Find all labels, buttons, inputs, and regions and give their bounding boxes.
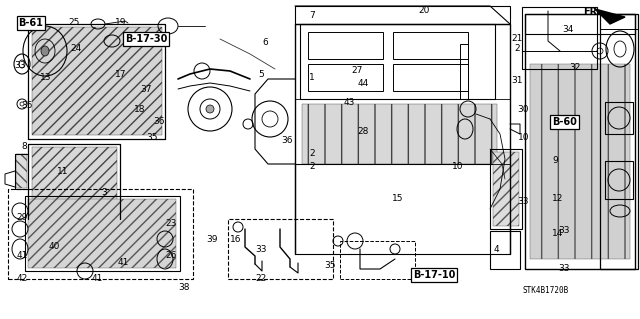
Text: 11: 11 [57, 167, 68, 176]
Bar [600, 14, 638, 29]
Text: 31: 31 [511, 76, 523, 85]
Text: 2: 2 [310, 149, 315, 158]
Bar [490, 231, 520, 269]
Text: 36: 36 [281, 137, 292, 145]
Bar [28, 199, 176, 268]
Text: B-17-30: B-17-30 [125, 34, 167, 44]
Text: 33: 33 [255, 245, 267, 254]
Text: 37: 37 [140, 85, 152, 94]
Text: 10: 10 [452, 162, 463, 171]
Ellipse shape [41, 46, 49, 56]
Text: 24: 24 [70, 44, 81, 53]
Bar [8, 189, 193, 279]
Text: STK4B1720B: STK4B1720B [522, 286, 568, 295]
Bar [525, 14, 635, 269]
Polygon shape [595, 9, 625, 24]
Text: 33: 33 [559, 226, 570, 235]
Bar [16, 154, 27, 188]
Text: 5: 5 [259, 70, 264, 78]
Text: 32: 32 [569, 63, 580, 72]
Bar [295, 164, 510, 254]
Text: 4: 4 [493, 245, 499, 254]
Bar [308, 32, 383, 59]
Text: 41: 41 [117, 258, 129, 267]
Text: FR►: FR► [583, 7, 605, 18]
Text: 23: 23 [166, 219, 177, 228]
Bar [493, 152, 519, 226]
Bar [490, 149, 522, 229]
Text: 40: 40 [49, 242, 60, 251]
Text: 28: 28 [358, 127, 369, 136]
Text: 19: 19 [115, 19, 126, 27]
Text: 2: 2 [515, 44, 520, 53]
Text: 36: 36 [153, 117, 164, 126]
Text: 33: 33 [559, 264, 570, 273]
Text: 44: 44 [358, 79, 369, 88]
Text: 30: 30 [518, 105, 529, 114]
Text: 26: 26 [166, 251, 177, 260]
Text: 1: 1 [310, 73, 315, 82]
Text: 21: 21 [511, 34, 523, 43]
Text: 34: 34 [563, 25, 574, 34]
Bar [32, 27, 162, 135]
Bar [600, 14, 638, 269]
Text: 33: 33 [15, 61, 26, 70]
Text: B-61: B-61 [19, 18, 43, 28]
Text: 7: 7 [310, 11, 315, 20]
Text: 18: 18 [134, 105, 145, 114]
Bar [25, 196, 180, 271]
Text: B-60: B-60 [552, 117, 577, 127]
Text: 35: 35 [324, 261, 335, 270]
Text: 35: 35 [147, 133, 158, 142]
Text: 43: 43 [343, 98, 355, 107]
Text: 41: 41 [92, 274, 103, 283]
Text: 41: 41 [17, 251, 28, 260]
Text: 25: 25 [68, 19, 79, 27]
Text: 42: 42 [17, 274, 28, 283]
Text: 35: 35 [21, 101, 33, 110]
Bar [393, 64, 468, 91]
Bar [32, 147, 117, 215]
Text: 17: 17 [115, 70, 126, 78]
Bar [525, 14, 635, 34]
Circle shape [206, 105, 214, 113]
Bar [605, 161, 633, 199]
Text: 10: 10 [518, 133, 529, 142]
Text: 13: 13 [40, 73, 52, 82]
Text: 20: 20 [418, 6, 429, 15]
Bar [522, 7, 597, 69]
Bar [340, 241, 415, 279]
Text: 9: 9 [553, 156, 558, 165]
Text: 15: 15 [392, 194, 404, 203]
Bar [393, 32, 468, 59]
Text: 16: 16 [230, 235, 241, 244]
Text: B-17-10: B-17-10 [413, 270, 455, 280]
Bar [302, 104, 497, 164]
Text: 6: 6 [263, 38, 268, 47]
Text: 12: 12 [552, 194, 564, 203]
Bar [228, 219, 333, 279]
Bar [295, 6, 510, 24]
Bar [460, 44, 468, 99]
Bar [605, 102, 633, 134]
Text: 38: 38 [179, 283, 190, 292]
Text: 22: 22 [255, 274, 267, 283]
Text: 29: 29 [17, 213, 28, 222]
Text: 33: 33 [518, 197, 529, 206]
Text: 2: 2 [310, 162, 315, 171]
Bar [308, 64, 383, 91]
Text: 14: 14 [552, 229, 564, 238]
Text: 8: 8 [22, 142, 27, 151]
Text: 39: 39 [207, 235, 218, 244]
Bar [530, 64, 630, 259]
Bar [300, 24, 495, 99]
Text: 27: 27 [351, 66, 363, 75]
Text: 3: 3 [101, 188, 106, 197]
